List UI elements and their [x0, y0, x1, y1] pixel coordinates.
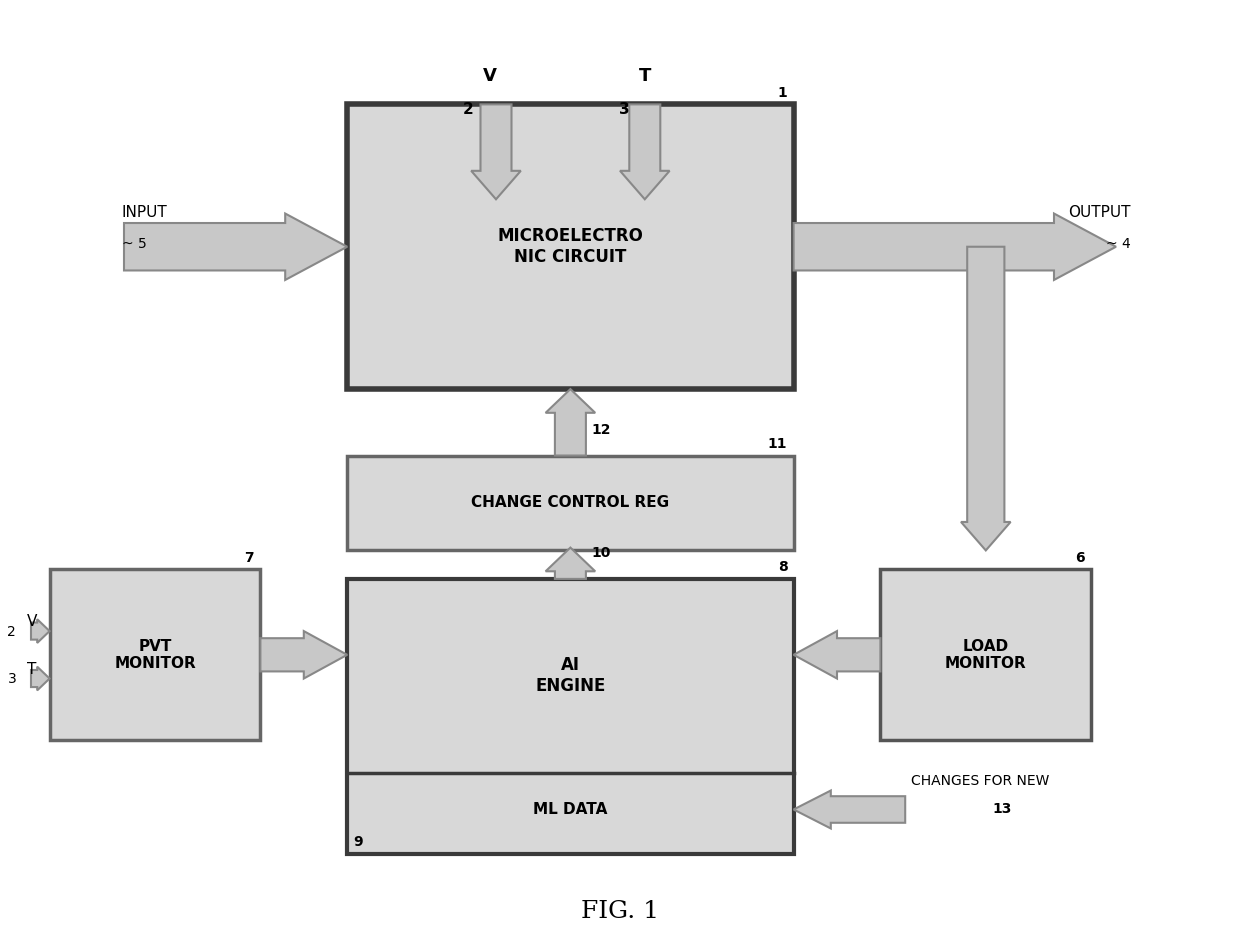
Text: 2: 2: [463, 102, 474, 118]
Polygon shape: [546, 389, 595, 456]
Text: T: T: [639, 67, 651, 85]
Text: T: T: [27, 661, 37, 677]
Text: INPUT: INPUT: [122, 205, 167, 220]
Polygon shape: [124, 214, 347, 280]
Text: V: V: [482, 67, 497, 85]
Polygon shape: [794, 631, 880, 679]
Text: CHANGE CONTROL REG: CHANGE CONTROL REG: [471, 495, 670, 511]
Text: 12: 12: [591, 422, 611, 437]
FancyBboxPatch shape: [347, 456, 794, 550]
FancyBboxPatch shape: [50, 569, 260, 740]
Text: V: V: [27, 614, 37, 629]
FancyBboxPatch shape: [880, 569, 1091, 740]
Text: MICROELECTRO
NIC CIRCUIT: MICROELECTRO NIC CIRCUIT: [497, 228, 644, 266]
Polygon shape: [471, 104, 521, 199]
FancyBboxPatch shape: [347, 579, 794, 854]
Text: 3: 3: [7, 673, 16, 686]
Text: PVT
MONITOR: PVT MONITOR: [114, 639, 196, 671]
Polygon shape: [961, 247, 1011, 550]
Polygon shape: [546, 548, 595, 579]
Text: 13: 13: [992, 802, 1012, 816]
Text: 9: 9: [353, 835, 363, 849]
Text: 10: 10: [591, 546, 611, 560]
Text: 6: 6: [1075, 550, 1085, 565]
Text: AI
ENGINE: AI ENGINE: [536, 656, 605, 695]
Text: FIG. 1: FIG. 1: [582, 900, 658, 922]
Text: ~ 5: ~ 5: [122, 237, 146, 251]
Text: 1: 1: [777, 85, 787, 100]
Polygon shape: [260, 631, 347, 679]
Text: 11: 11: [768, 437, 787, 451]
Text: 7: 7: [244, 550, 254, 565]
Polygon shape: [31, 619, 50, 643]
Polygon shape: [794, 214, 1116, 280]
Polygon shape: [794, 791, 905, 828]
Text: ML DATA: ML DATA: [533, 802, 608, 817]
Polygon shape: [620, 104, 670, 199]
Text: OUTPUT: OUTPUT: [1069, 205, 1131, 220]
Text: LOAD
MONITOR: LOAD MONITOR: [945, 639, 1027, 671]
Text: ~ 4: ~ 4: [1106, 237, 1131, 251]
Text: 3: 3: [619, 102, 630, 118]
Polygon shape: [31, 666, 50, 691]
Text: CHANGES FOR NEW: CHANGES FOR NEW: [911, 773, 1050, 788]
FancyBboxPatch shape: [347, 104, 794, 389]
Text: 8: 8: [777, 560, 787, 574]
Text: 2: 2: [7, 625, 16, 639]
